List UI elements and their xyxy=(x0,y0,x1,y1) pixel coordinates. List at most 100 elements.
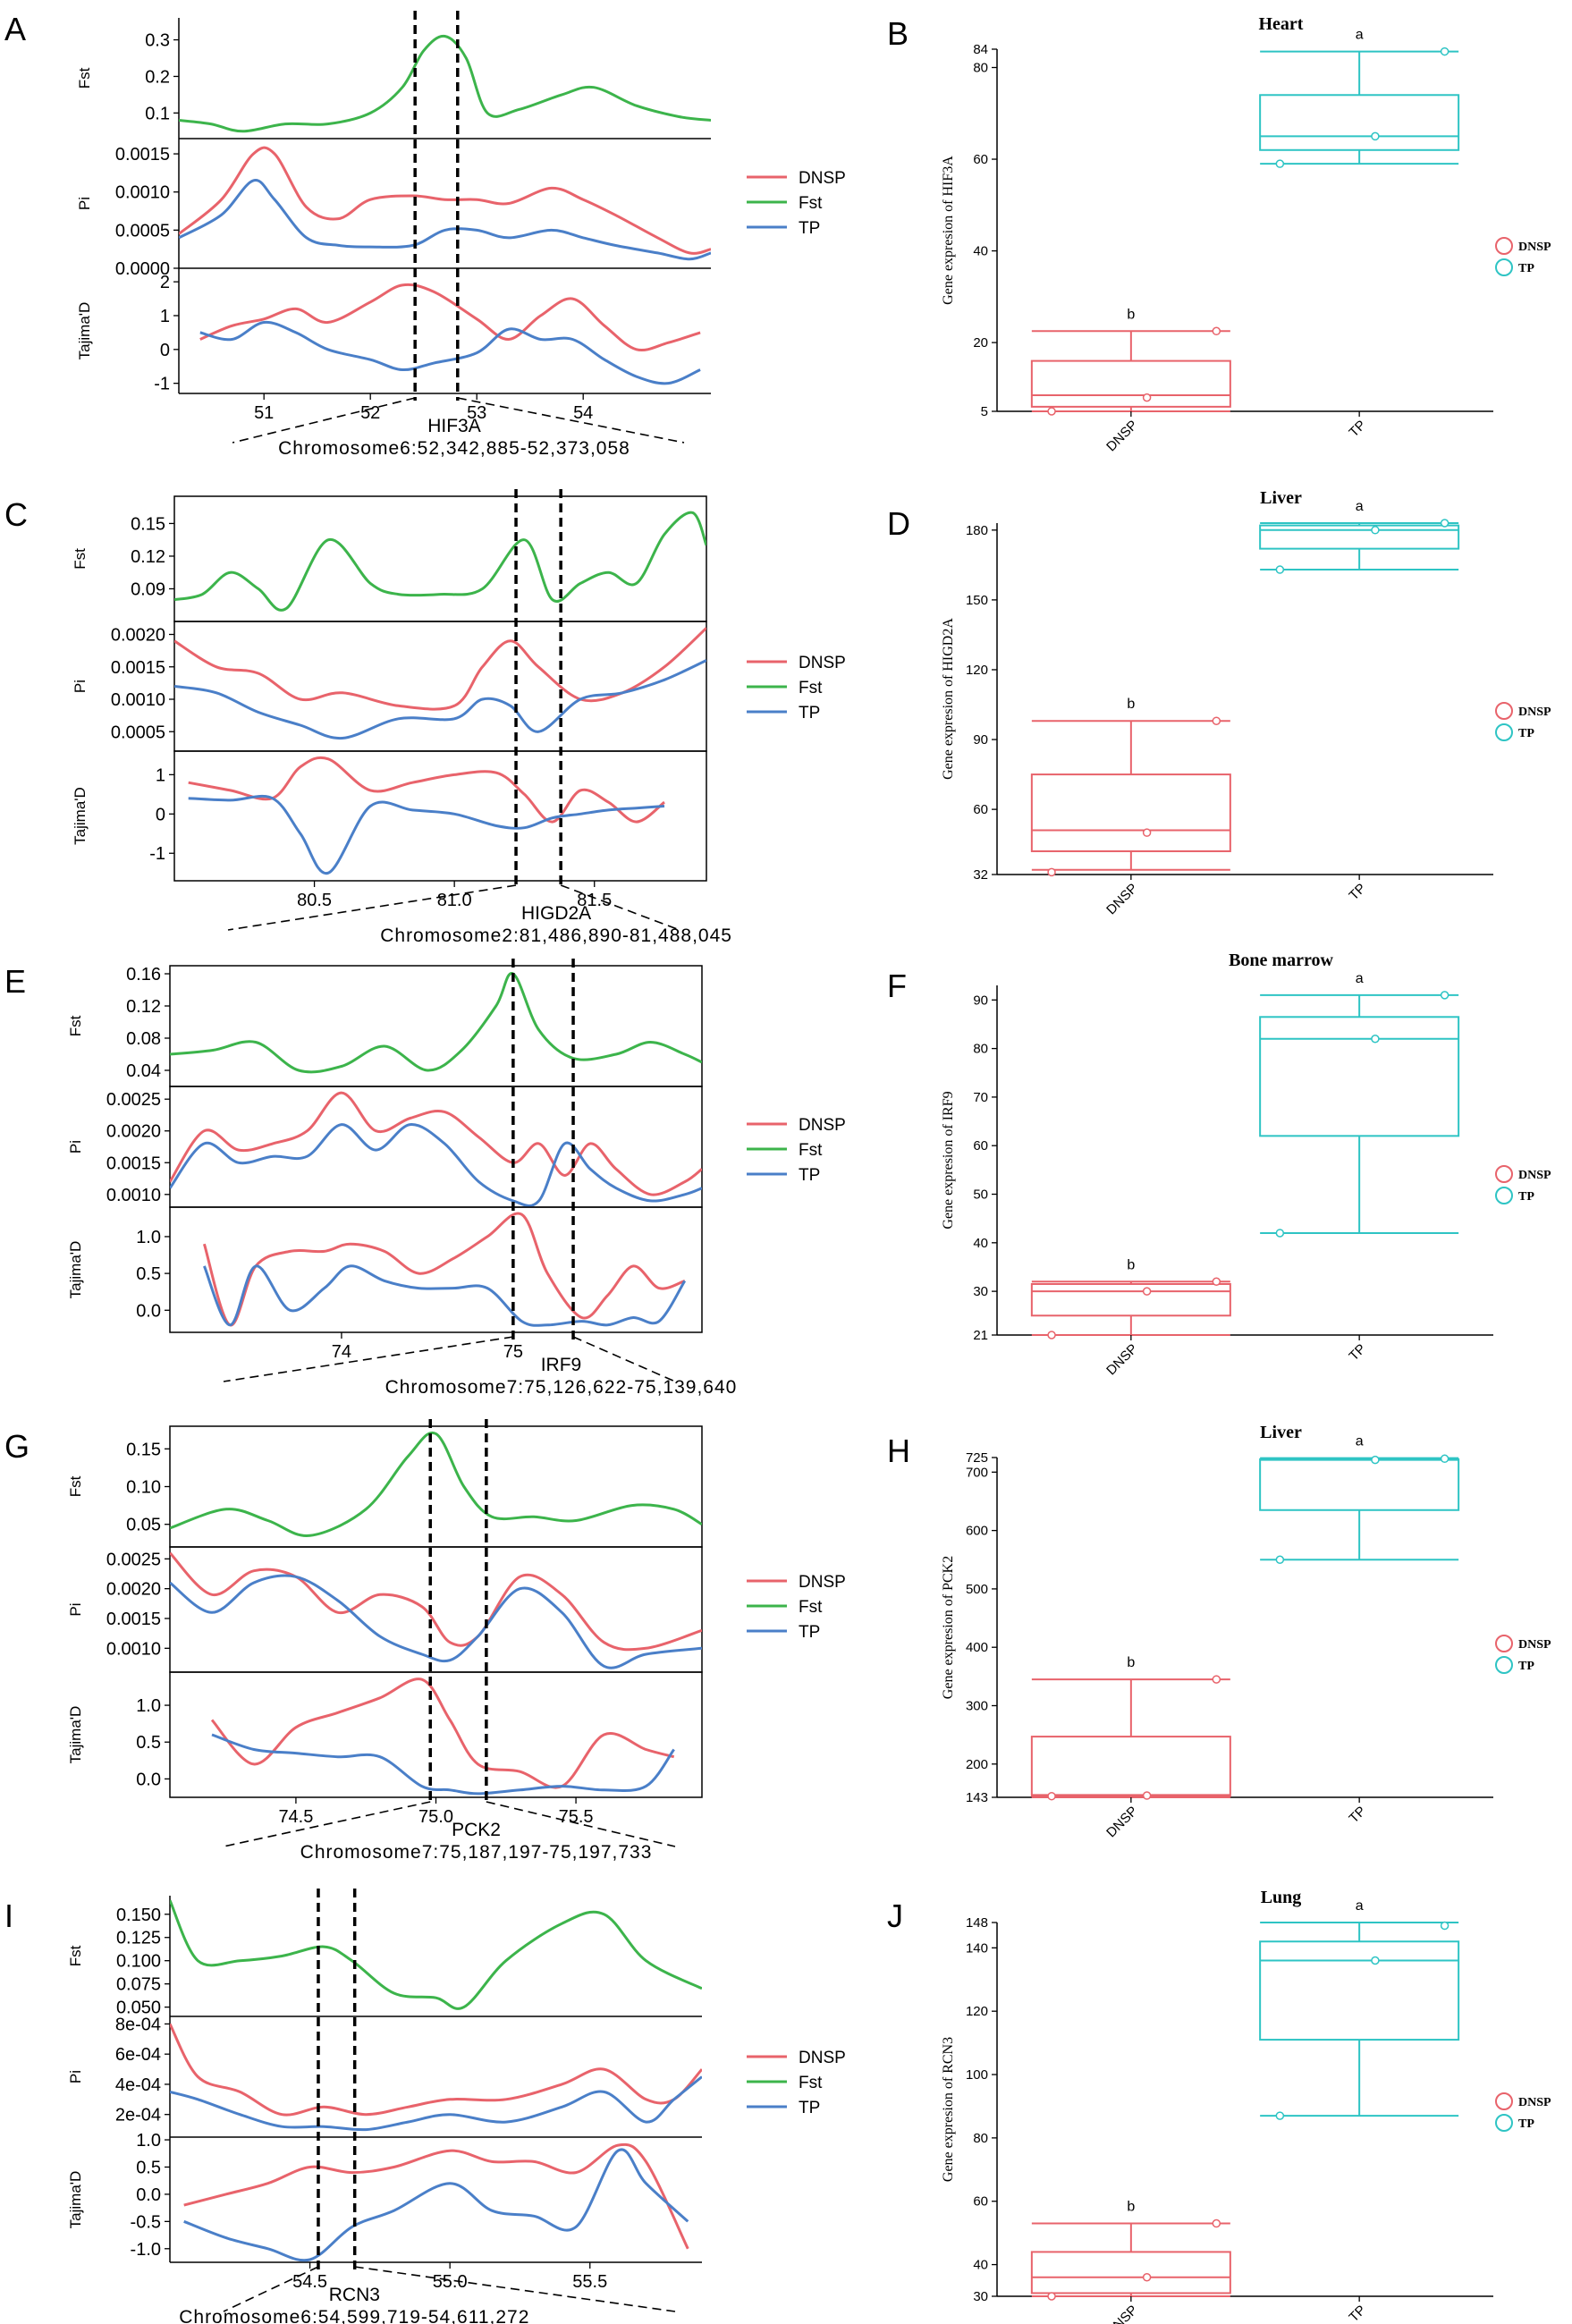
y-axis-label: Pi xyxy=(76,197,93,210)
y-tick-label: 100 xyxy=(966,2067,988,2083)
legend-label: DNSP xyxy=(1518,706,1551,719)
row-frame xyxy=(169,1671,703,1798)
y-axis-label: Gene expresion of HIF3A xyxy=(941,156,956,305)
y-tick-label: 725 xyxy=(966,1450,988,1466)
data-point xyxy=(1212,1675,1221,1684)
data-point xyxy=(1047,1331,1056,1339)
x-tick-label: TP xyxy=(1346,1341,1369,1365)
y-tick-label: 1.0 xyxy=(136,1696,161,1716)
chromosome-region: Chromosome6:54,599,719-54,611,272 xyxy=(179,2307,529,2324)
significance-letter: b xyxy=(1127,2200,1135,2215)
y-axis-label: Gene expresion of HIGD2A xyxy=(941,618,956,780)
y-tick-label: 600 xyxy=(966,1524,988,1539)
y-axis-label: Gene expresion of PCK2 xyxy=(941,1556,956,1699)
y-tick-label: 120 xyxy=(966,2004,988,2019)
box-tp xyxy=(1259,94,1460,151)
series-line-fst xyxy=(174,511,706,612)
legend-label: TP xyxy=(799,704,820,723)
y-tick-label: 0.0005 xyxy=(115,221,170,241)
y-axis-label: Fst xyxy=(76,67,93,89)
y-tick-label: 0.0010 xyxy=(111,690,165,710)
y-tick-label: 0.04 xyxy=(126,1061,161,1081)
series-line-dnsp xyxy=(183,2142,689,2250)
y-tick-label: 0.2 xyxy=(145,67,170,87)
y-tick-label: 140 xyxy=(966,1940,988,1956)
x-tick-label: 80.5 xyxy=(297,891,332,910)
legend-label: TP xyxy=(799,1166,820,1185)
y-tick-label: 90 xyxy=(973,732,988,748)
x-tick-label: DNSP xyxy=(1103,418,1140,454)
chart-title: Lung xyxy=(1261,1888,1302,1907)
y-tick-label: 6e-04 xyxy=(115,2045,161,2065)
chromosome-region: Chromosome2:81,486,890-81,488,045 xyxy=(380,925,732,946)
y-tick-label: 2 xyxy=(160,273,170,292)
x-tick-label: 75.0 xyxy=(418,1807,453,1827)
x-tick-label: 75 xyxy=(503,1342,523,1362)
y-tick-label: 148 xyxy=(966,1915,988,1931)
y-tick-label: 50 xyxy=(973,1187,988,1203)
significance-letter: b xyxy=(1127,1257,1135,1272)
y-tick-label: 0.0 xyxy=(136,1301,161,1321)
y-tick-label: 0.0005 xyxy=(111,723,165,742)
legend-label: DNSP xyxy=(1518,2096,1551,2109)
y-tick-label: 0.0010 xyxy=(115,183,170,203)
significance-letter: a xyxy=(1356,28,1364,43)
legend-label: Fst xyxy=(799,2074,823,2092)
series-line-fst xyxy=(170,1899,702,2010)
data-point xyxy=(1440,1921,1449,1931)
data-point xyxy=(1275,2111,1285,2120)
data-point xyxy=(1371,1956,1380,1965)
data-point xyxy=(1371,1034,1380,1044)
x-tick-label: 81.0 xyxy=(437,891,472,910)
x-tick-label: TP xyxy=(1346,2303,1369,2324)
y-tick-label: 40 xyxy=(973,2258,988,2273)
box-dnsp xyxy=(1030,1736,1231,1797)
y-tick-label: 0.0015 xyxy=(106,1154,161,1173)
series-line-tp xyxy=(199,320,701,385)
y-tick-label: 1.0 xyxy=(136,1228,161,1247)
significance-letter: a xyxy=(1356,499,1364,514)
y-tick-label: 0.0015 xyxy=(111,658,165,678)
data-point xyxy=(1047,2292,1056,2301)
data-point xyxy=(1212,326,1221,336)
y-tick-label: 143 xyxy=(966,1790,988,1805)
data-point xyxy=(1142,828,1152,837)
y-tick-label: 70 xyxy=(973,1090,988,1105)
legend-swatch-tp xyxy=(1495,258,1513,276)
chart-title: Heart xyxy=(1259,14,1304,34)
zoom-dashed-line xyxy=(223,1336,513,1382)
y-tick-label: 0.16 xyxy=(126,965,161,985)
y-tick-label: 400 xyxy=(966,1640,988,1655)
series-line-tp xyxy=(170,1123,702,1207)
data-point xyxy=(1047,867,1056,877)
row-frame xyxy=(169,1206,703,1333)
legend-swatch-dnsp xyxy=(1495,2092,1513,2110)
legend-swatch-tp xyxy=(1495,1187,1513,1204)
y-tick-label: 0.05 xyxy=(126,1516,161,1535)
y-tick-label: 500 xyxy=(966,1582,988,1597)
y-tick-label: 120 xyxy=(966,663,988,678)
y-tick-label: 80 xyxy=(973,61,988,76)
gene-name: IRF9 xyxy=(541,1355,582,1375)
y-tick-label: 90 xyxy=(973,993,988,1008)
y-tick-label: 0.5 xyxy=(136,1733,161,1753)
y-tick-label: 60 xyxy=(973,152,988,167)
x-tick-label: DNSP xyxy=(1103,2303,1140,2324)
significance-letter: a xyxy=(1356,1898,1364,1914)
legend-label: Fst xyxy=(799,1141,823,1160)
series-line-tp xyxy=(188,794,665,875)
row-frame xyxy=(169,1086,703,1208)
y-tick-label: 0.5 xyxy=(136,2158,161,2177)
x-tick-label: 75.5 xyxy=(559,1807,594,1827)
y-tick-label: 700 xyxy=(966,1465,988,1480)
y-tick-label: -1 xyxy=(154,375,170,394)
legend-label: DNSP xyxy=(1518,1638,1551,1652)
y-tick-label: 4e-04 xyxy=(115,2075,161,2095)
y-axis-label: Pi xyxy=(67,2070,84,2083)
panel-label: A xyxy=(4,11,26,47)
legend-label: Fst xyxy=(799,194,823,213)
panel-label: J xyxy=(887,1897,903,1934)
x-tick-label: DNSP xyxy=(1103,881,1140,917)
y-tick-label: 60 xyxy=(973,802,988,817)
series-line-tp xyxy=(174,659,706,740)
